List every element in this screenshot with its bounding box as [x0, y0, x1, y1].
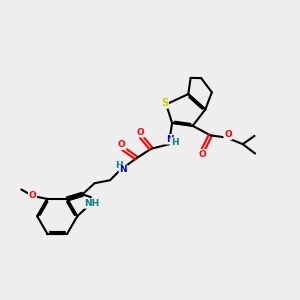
Text: NH: NH: [85, 199, 100, 208]
Text: O: O: [118, 140, 126, 149]
Text: H: H: [115, 161, 123, 170]
Text: N: N: [119, 165, 127, 174]
Text: O: O: [28, 191, 36, 200]
Text: S: S: [161, 98, 168, 108]
Text: H: H: [171, 138, 178, 147]
Text: O: O: [136, 128, 144, 137]
Text: N: N: [166, 135, 173, 144]
Text: O: O: [199, 150, 206, 159]
Text: O: O: [224, 130, 232, 139]
